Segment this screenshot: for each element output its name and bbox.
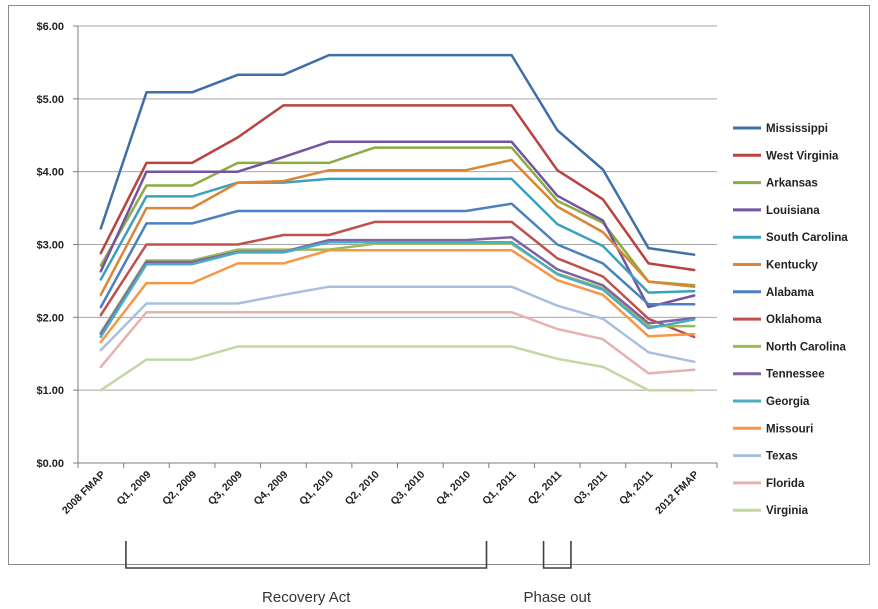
series-line-texas — [99, 285, 696, 364]
annotation-bracket — [542, 541, 572, 569]
legend-label: Missouri — [766, 423, 813, 435]
annotation-label: Phase out — [523, 589, 591, 606]
legend-label: West Virginia — [766, 150, 839, 162]
legend-label: Mississippi — [766, 123, 828, 135]
series-line-alabama — [99, 202, 696, 309]
x-tick-label: Q1, 2009 — [115, 469, 154, 508]
y-tick-label: $1.00 — [36, 385, 64, 397]
series-line-arkansas — [99, 146, 696, 287]
series-line-georgia — [99, 241, 696, 339]
annotation-bracket — [125, 541, 488, 569]
series-line-north-carolina — [99, 242, 696, 334]
x-tick-label: Q4, 2009 — [251, 469, 290, 508]
legend: Mississippi West Virginia Arkansas Louisian… — [733, 123, 848, 517]
x-tick-label: Q3, 2011 — [571, 469, 610, 508]
legend-label: Arkansas — [766, 178, 818, 190]
y-tick-label: $4.00 — [36, 167, 64, 179]
annotation-label: Recovery Act — [262, 589, 351, 606]
x-tick-label: Q2, 2011 — [526, 469, 565, 508]
series-lines — [99, 53, 696, 392]
x-tick-label: Q3, 2009 — [206, 469, 245, 508]
x-tick-label: Q3, 2010 — [388, 469, 427, 508]
series-line-south-carolina — [99, 177, 696, 294]
x-tick-label: 2008 FMAP — [60, 469, 108, 517]
x-tick-label: Q2, 2009 — [160, 469, 199, 508]
series-line-kentucky — [99, 158, 696, 297]
y-axis-ticks: $0.00 $1.00 $2.00 $3.00 $4.00 $5.00 $6.00 — [36, 21, 64, 470]
legend-label: South Carolina — [766, 232, 848, 244]
legend-label: North Carolina — [766, 341, 846, 353]
series-line-mississippi — [99, 53, 696, 256]
y-tick-label: $3.00 — [36, 240, 64, 252]
series-line-tennessee — [99, 235, 696, 336]
series-line-missouri — [99, 249, 696, 344]
x-axis-ticks: 2008 FMAP Q1, 2009 Q2, 2009 Q3, 2009 Q4, 200… — [60, 469, 701, 517]
legend-label: Georgia — [766, 396, 810, 408]
y-tick-label: $0.00 — [36, 458, 64, 470]
legend-label: Florida — [766, 478, 805, 490]
legend-label: Tennessee — [766, 369, 825, 381]
axes — [73, 25, 718, 468]
series-line-virginia — [99, 345, 696, 392]
legend-label: Oklahoma — [766, 314, 822, 326]
series-line-louisiana — [99, 140, 696, 309]
legend-label: Louisiana — [766, 205, 820, 217]
legend-label: Kentucky — [766, 260, 818, 272]
annotations: Recovery Act Phase out — [125, 541, 592, 606]
y-tick-label: $5.00 — [36, 94, 64, 106]
x-tick-label: Q4, 2010 — [434, 469, 473, 508]
series-line-west-virginia — [99, 104, 696, 272]
y-tick-label: $6.00 — [36, 21, 64, 33]
legend-label: Texas — [766, 451, 798, 463]
x-tick-label: Q1, 2011 — [480, 469, 519, 508]
series-line-florida — [99, 310, 696, 375]
y-tick-label: $2.00 — [36, 312, 64, 324]
x-tick-label: Q1, 2010 — [297, 469, 336, 508]
legend-label: Virginia — [766, 505, 809, 517]
x-tick-label: Q2, 2010 — [343, 469, 382, 508]
series-line-oklahoma — [99, 220, 696, 339]
x-tick-label: Q4, 2011 — [617, 469, 656, 508]
x-tick-label: 2012 FMAP — [653, 469, 701, 517]
legend-label: Alabama — [766, 287, 815, 299]
